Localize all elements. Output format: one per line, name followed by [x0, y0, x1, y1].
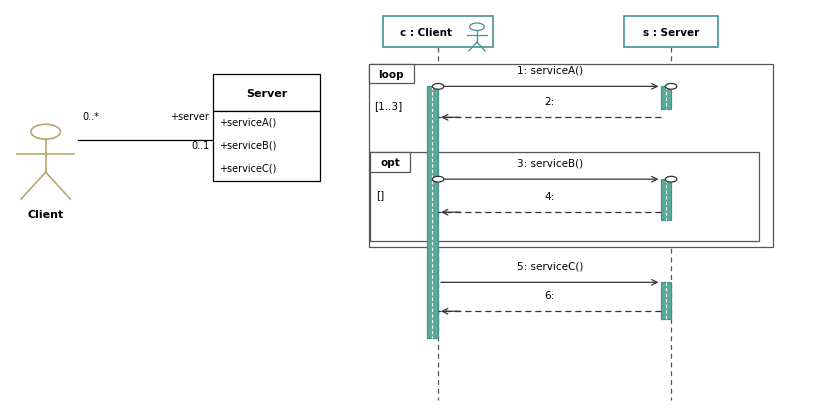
Circle shape	[665, 177, 676, 183]
FancyBboxPatch shape	[369, 64, 773, 248]
FancyBboxPatch shape	[661, 87, 671, 110]
FancyBboxPatch shape	[370, 153, 758, 242]
Text: +serviceA(): +serviceA()	[219, 117, 276, 127]
FancyBboxPatch shape	[369, 64, 414, 84]
FancyBboxPatch shape	[383, 17, 493, 48]
Text: 0..*: 0..*	[83, 112, 99, 122]
FancyBboxPatch shape	[427, 87, 438, 338]
Text: 1: serviceA(): 1: serviceA()	[517, 66, 583, 76]
Text: c : Client: c : Client	[400, 28, 452, 38]
Text: +serviceB(): +serviceB()	[219, 140, 276, 150]
Text: s : Server: s : Server	[643, 28, 699, 38]
FancyBboxPatch shape	[213, 75, 319, 112]
Text: +server: +server	[170, 112, 209, 122]
Text: 0..1: 0..1	[191, 141, 209, 151]
Text: loop: loop	[378, 69, 404, 79]
Text: Client: Client	[28, 210, 64, 220]
Text: []: []	[376, 189, 384, 199]
FancyBboxPatch shape	[624, 17, 718, 48]
Circle shape	[665, 84, 676, 90]
Text: 2:: 2:	[545, 97, 554, 107]
FancyBboxPatch shape	[661, 282, 671, 320]
Text: 6:: 6:	[545, 290, 554, 300]
Text: 3: serviceB(): 3: serviceB()	[517, 158, 583, 168]
Text: 5: serviceC(): 5: serviceC()	[517, 261, 583, 271]
Circle shape	[432, 84, 444, 90]
FancyBboxPatch shape	[213, 112, 319, 182]
Circle shape	[432, 177, 444, 183]
Text: +serviceC(): +serviceC()	[219, 164, 276, 173]
Text: opt: opt	[380, 158, 400, 168]
Text: Server: Server	[246, 88, 287, 98]
FancyBboxPatch shape	[661, 180, 671, 221]
Text: 4:: 4:	[545, 191, 554, 201]
Text: [1..3]: [1..3]	[374, 101, 403, 111]
FancyBboxPatch shape	[370, 153, 410, 173]
